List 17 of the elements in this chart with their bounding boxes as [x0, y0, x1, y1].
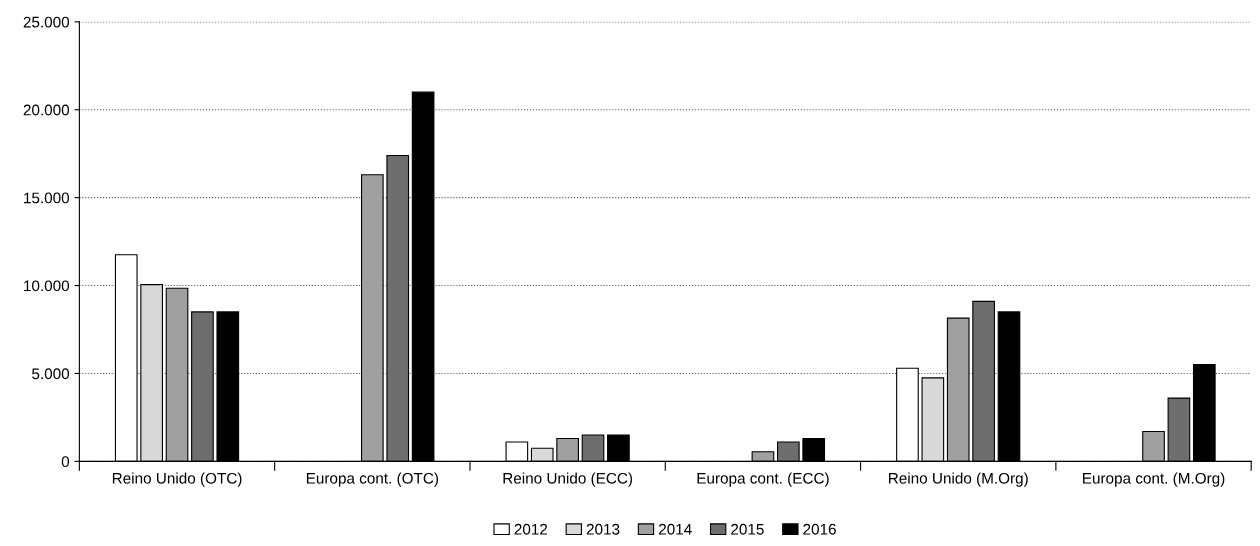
legend-label: 2016 — [803, 523, 836, 535]
y-tick-label: 25.000 — [23, 16, 70, 28]
y-tick-label: 20.000 — [23, 104, 70, 116]
legend-label: 2014 — [658, 523, 692, 535]
x-tick-label: Europa cont. (M.Org) — [1083, 472, 1225, 487]
y-tick-label: 15.000 — [24, 192, 70, 204]
legend-label: 2015 — [731, 523, 764, 535]
x-tick-label: Europa cont. (OTC) — [306, 472, 439, 487]
x-tick-label: Reino Unido (OTC) — [112, 472, 242, 487]
y-tick-label: 0 — [61, 456, 70, 468]
legend-label: 2013 — [586, 523, 620, 535]
x-tick-label: Europa cont. (ECC) — [697, 472, 829, 487]
legend-label: 2012 — [514, 523, 548, 535]
y-tick-label: 10.000 — [24, 280, 70, 292]
x-tick-label: Reino Unido (ECC) — [503, 472, 633, 487]
y-tick-label: 5.000 — [32, 368, 70, 380]
x-tick-label: Reino Unido (M.Org) — [889, 472, 1028, 487]
